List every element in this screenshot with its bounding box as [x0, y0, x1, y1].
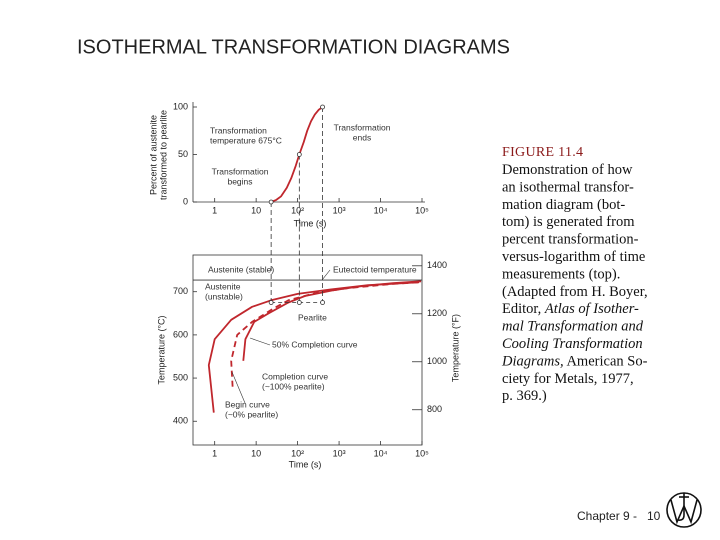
y-axis-label: transformed to pearlite: [158, 110, 168, 200]
footer-chapter: Chapter 9 -: [577, 509, 637, 523]
annotation: (unstable): [205, 291, 243, 301]
marker: [320, 104, 325, 110]
annotation: (~0% pearlite): [225, 409, 278, 419]
curve: [242, 280, 422, 361]
slide-title: ISOTHERMAL TRANSFORMATION DIAGRAMS: [77, 36, 510, 58]
plot-frame: [192, 254, 423, 446]
curve: [270, 106, 324, 203]
x-tick-label: 10⁴: [374, 448, 388, 458]
publisher-logo: [666, 492, 702, 528]
y-axis-label: Temperature (°C): [156, 315, 166, 384]
caption-text: Cooling Transformation: [502, 336, 643, 352]
caption-line: Diagrams, American So-: [501, 354, 648, 370]
x-axis-label: Time (s): [294, 218, 327, 228]
marker: [296, 300, 302, 305]
caption-text: versus-logarithm of time: [502, 249, 645, 265]
annotation: Begin curve: [225, 399, 270, 409]
y2-tick-label: 1000: [427, 356, 447, 366]
x-tick-label: 10²: [291, 205, 304, 215]
x-tick-label: 10³: [333, 205, 346, 215]
annotation: 50% Completion curve: [272, 339, 358, 349]
annotation: Pearlite: [298, 312, 327, 322]
annotation: temperature 675°C: [210, 135, 282, 145]
annotation: (~100% pearlite): [262, 381, 325, 391]
x-tick-label: 1: [212, 205, 217, 215]
caption-line: ciety for Metals, 1977,: [502, 371, 634, 387]
caption-text: (Adapted from H. Boyer,: [502, 284, 648, 300]
leader: [231, 371, 246, 404]
figure-label: FIGURE 11.4: [502, 145, 583, 160]
caption-text: ciety for Metals, 1977,: [502, 371, 634, 387]
leader: [249, 337, 271, 346]
caption-text: measurements (top).: [502, 267, 620, 283]
annotation: Completion curve: [262, 371, 328, 381]
caption-line: Editor, Atlas of Isother-: [502, 302, 639, 318]
caption-text: p. 369.): [502, 389, 547, 405]
y-tick-label: 50: [178, 149, 188, 159]
caption-text: American So-: [564, 354, 648, 370]
caption-text: Diagrams,: [501, 354, 564, 370]
caption-text: Atlas of Isother-: [544, 302, 639, 318]
marker: [268, 199, 274, 205]
annotation: Austenite (stable): [208, 264, 274, 274]
annotation: Transformation: [212, 166, 269, 176]
page-number: 10: [647, 509, 661, 523]
y-tick-label: 0: [183, 196, 188, 206]
caption-line: p. 369.): [502, 389, 547, 405]
caption-text: mation diagram (bot-: [502, 197, 625, 213]
x-tick-label: 10³: [333, 448, 346, 458]
caption-text: an isothermal transfor-: [502, 180, 634, 196]
caption-line: Cooling Transformation: [502, 336, 643, 352]
x-axis-label: Time (s): [289, 459, 322, 469]
x-tick-label: 10⁵: [415, 448, 429, 458]
x-tick-label: 10²: [291, 448, 304, 458]
marker: [296, 152, 302, 157]
curve: [230, 281, 421, 387]
caption-text: mal Transformation and: [502, 319, 644, 335]
annotation: Transformation: [210, 125, 267, 135]
caption-text: percent transformation-: [502, 232, 639, 248]
marker: [320, 300, 325, 305]
caption-line: measurements (top).: [502, 267, 620, 283]
annotation: ends: [353, 132, 371, 142]
y-tick-label: 700: [173, 286, 188, 296]
y2-tick-label: 800: [427, 404, 442, 414]
caption-line: tom) is generated from: [502, 215, 635, 231]
x-tick-label: 10⁴: [374, 205, 388, 215]
caption-line: versus-logarithm of time: [502, 249, 645, 265]
caption-line: mation diagram (bot-: [502, 197, 625, 213]
y2-tick-label: 1200: [427, 308, 447, 318]
caption-text: tom) is generated from: [502, 215, 635, 231]
y-tick-label: 400: [173, 416, 188, 426]
x-tick-label: 10⁵: [415, 205, 429, 215]
caption-line: percent transformation-: [502, 232, 639, 248]
y-tick-label: 100: [173, 101, 188, 111]
y2-axis-label: Temperature (°F): [450, 314, 460, 382]
caption-text: Demonstration of how: [502, 162, 633, 178]
caption-line: Demonstration of how: [502, 162, 633, 178]
annotation: Austenite: [205, 281, 241, 291]
caption-text: Editor,: [502, 302, 545, 318]
annotation: Transformation: [334, 122, 391, 132]
annotation: begins: [227, 176, 252, 186]
leader: [321, 269, 331, 281]
annotation: Eutectoid temperature: [333, 264, 417, 274]
caption-line: an isothermal transfor-: [502, 180, 634, 196]
y2-tick-label: 1400: [427, 260, 447, 270]
y-tick-label: 600: [173, 329, 188, 339]
x-tick-label: 10: [251, 448, 261, 458]
y-axis-label: Percent of austenite: [148, 115, 158, 195]
x-tick-label: 10: [251, 205, 261, 215]
caption-line: (Adapted from H. Boyer,: [502, 284, 648, 300]
marker: [268, 300, 274, 305]
y-tick-label: 500: [173, 372, 188, 382]
caption-line: mal Transformation and: [502, 319, 644, 335]
x-tick-label: 1: [212, 448, 217, 458]
